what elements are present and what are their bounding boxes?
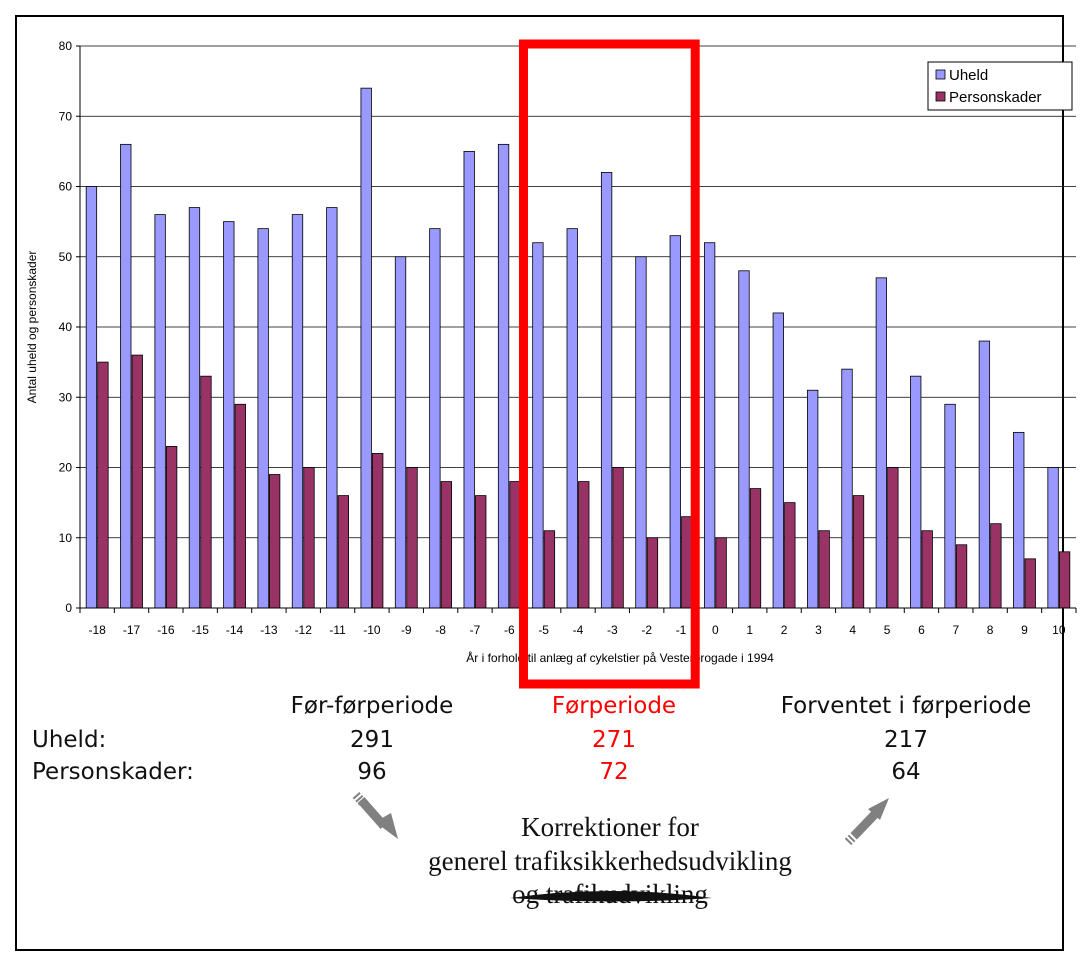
x-tick-label: 4 bbox=[849, 623, 856, 637]
value-personskader-foerperiode: 72 bbox=[599, 759, 629, 785]
x-tick-label: -3 bbox=[607, 623, 618, 637]
row-label-personskader: Personskader: bbox=[32, 759, 194, 785]
x-tick-label: 6 bbox=[918, 623, 925, 637]
x-tick-label: -12 bbox=[295, 623, 313, 637]
x-tick-label: 5 bbox=[884, 623, 891, 637]
x-tick-label: -17 bbox=[123, 623, 141, 637]
legend-label-uheld: Uheld bbox=[949, 67, 988, 84]
y-tick-label: 10 bbox=[59, 531, 73, 545]
value-personskader-foer-foerperiode: 96 bbox=[357, 759, 387, 785]
x-tick-label: -14 bbox=[226, 623, 244, 637]
x-tick-label: -5 bbox=[538, 623, 549, 637]
x-tick-label: -10 bbox=[363, 623, 381, 637]
header-foerperiode: Førperiode bbox=[551, 693, 677, 719]
note-line-3: og trafikudvikling bbox=[512, 879, 708, 909]
header-foer-foerperiode: Før-førperiode bbox=[290, 693, 454, 719]
value-uheld-foerperiode: 271 bbox=[592, 727, 636, 753]
highlight-frame bbox=[518, 39, 700, 689]
y-axis-title: Antal uheld og personskader bbox=[25, 251, 39, 404]
y-tick-label: 50 bbox=[59, 250, 73, 264]
legend-swatch-uheld bbox=[935, 69, 946, 80]
y-tick-label: 70 bbox=[59, 109, 73, 123]
x-tick-label: 9 bbox=[1021, 623, 1028, 637]
value-uheld-foer-foerperiode: 291 bbox=[350, 727, 394, 753]
x-tick-label: -6 bbox=[504, 623, 515, 637]
brace-shape bbox=[510, 891, 712, 902]
arrow-up-right-icon bbox=[844, 798, 889, 846]
y-tick-label: 60 bbox=[59, 180, 73, 194]
figure-frame bbox=[15, 15, 1064, 951]
header-forventet: Forventet i førperiode bbox=[780, 693, 1032, 719]
x-tick-label: -4 bbox=[573, 623, 584, 637]
x-tick-label: -13 bbox=[260, 623, 278, 637]
x-tick-label: -9 bbox=[401, 623, 412, 637]
x-tick-label: -1 bbox=[676, 623, 687, 637]
x-tick-label: -15 bbox=[192, 623, 210, 637]
x-tick-label: 2 bbox=[781, 623, 788, 637]
legend-box bbox=[927, 61, 1073, 111]
x-tick-label: 3 bbox=[815, 623, 822, 637]
x-tick-label: -18 bbox=[89, 623, 107, 637]
row-label-uheld: Uheld: bbox=[32, 727, 107, 753]
x-tick-label: -8 bbox=[435, 623, 446, 637]
note-line-2: generel trafiksikkerhedsudvikling bbox=[428, 846, 792, 876]
x-tick-label: -16 bbox=[157, 623, 175, 637]
legend-label-personskader: Personskader bbox=[949, 89, 1042, 106]
x-tick-label: -2 bbox=[641, 623, 652, 637]
value-uheld-forventet: 217 bbox=[884, 727, 928, 753]
legend-swatch-personskader bbox=[935, 91, 946, 102]
x-tick-label: 7 bbox=[952, 623, 959, 637]
arrow-down-right-icon bbox=[352, 792, 398, 839]
x-tick-label: -7 bbox=[470, 623, 481, 637]
note-line-1: Korrektioner for bbox=[521, 812, 699, 842]
y-tick-label: 40 bbox=[59, 320, 73, 334]
y-tick-label: 0 bbox=[65, 601, 72, 615]
x-tick-label: 0 bbox=[712, 623, 719, 637]
x-tick-label: 8 bbox=[987, 623, 994, 637]
y-tick-label: 30 bbox=[59, 390, 73, 404]
value-personskader-forventet: 64 bbox=[891, 759, 921, 785]
x-tick-label: 1 bbox=[746, 623, 753, 637]
y-tick-label: 20 bbox=[59, 461, 73, 475]
x-tick-label: 10 bbox=[1052, 623, 1066, 637]
y-tick-label: 80 bbox=[59, 39, 73, 53]
x-tick-label: -11 bbox=[329, 623, 346, 637]
